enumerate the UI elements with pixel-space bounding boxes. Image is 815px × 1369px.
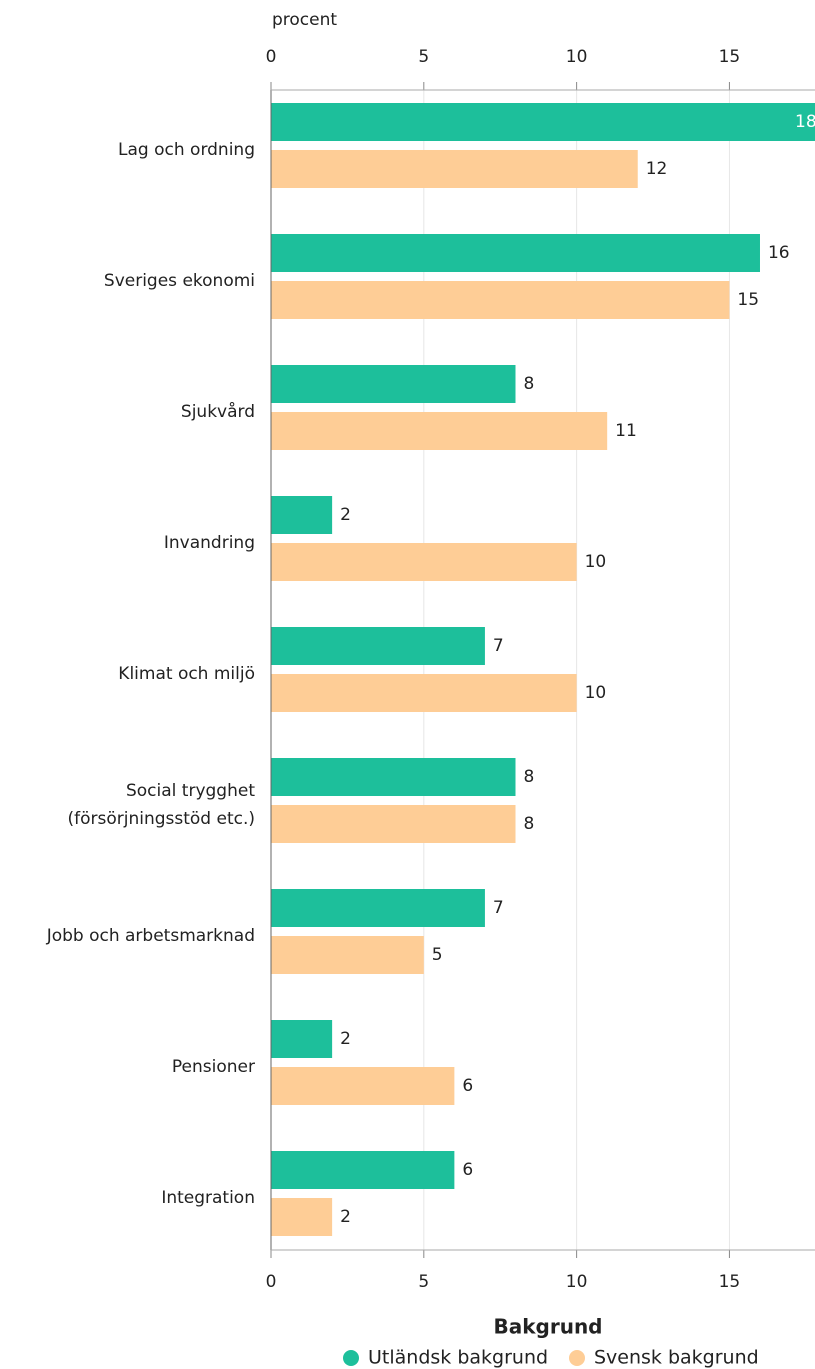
legend-label: Svensk bakgrund [594,1347,759,1369]
bar [271,1067,455,1105]
legend-label: Utländsk bakgrund [368,1347,548,1369]
data-label: 12 [646,159,668,179]
data-label: 8 [523,767,534,787]
bar [271,936,424,974]
y-tick-label: Integration [161,1188,255,1208]
y-tick-label: Invandring [164,533,255,553]
x-tick-label: 5 [418,47,429,67]
legend-swatch [569,1350,585,1366]
data-label: 7 [493,636,504,656]
bar [271,674,577,712]
y-tick-label: Lag och ordning [118,140,255,160]
bar [271,1020,333,1058]
bar [271,889,485,927]
data-label: 15 [737,290,759,310]
bar [271,543,577,581]
bar [271,627,485,665]
x-tick-label: 5 [418,1272,429,1292]
data-label: 7 [493,898,504,918]
data-label: 11 [615,421,637,441]
data-label: 10 [585,552,607,572]
data-label: 5 [432,945,443,965]
data-label: 2 [340,1029,351,1049]
bar [271,281,730,319]
y-tick-label: Pensioner [172,1057,255,1077]
data-label: 6 [462,1160,473,1180]
x-tick-label: 15 [719,1272,741,1292]
x-tick-label: 0 [266,1272,277,1292]
bar [271,1151,455,1189]
bar [271,103,815,141]
data-label: 16 [768,243,790,263]
bar [271,150,638,188]
data-label: 8 [523,374,534,394]
x-tick-label: 0 [266,47,277,67]
y-tick-label: Social trygghet (försörjningsstöd etc.) [67,781,255,829]
data-label: 8 [523,814,534,834]
x-tick-label: 10 [566,47,588,67]
x-tick-label: 10 [566,1272,588,1292]
y-tick-label: Sveriges ekonomi [104,271,255,291]
bar [271,805,516,843]
y-tick-label: Klimat och miljö [118,664,255,684]
data-label: 6 [462,1076,473,1096]
bar [271,412,608,450]
axis-label: procent [272,10,337,30]
data-label: 18 [795,112,815,132]
data-label: 2 [340,1207,351,1227]
y-tick-label: Sjukvård [181,401,255,422]
bar [271,496,333,534]
legend-swatch [343,1350,359,1366]
y-tick-label: Jobb och arbetsmarknad [46,926,255,946]
bar [271,365,516,403]
x-tick-label: 15 [719,47,741,67]
bar [271,234,760,272]
bar [271,1198,333,1236]
bar [271,758,516,796]
data-label: 2 [340,505,351,525]
data-label: 10 [585,683,607,703]
legend-title: Bakgrund [493,1315,602,1339]
